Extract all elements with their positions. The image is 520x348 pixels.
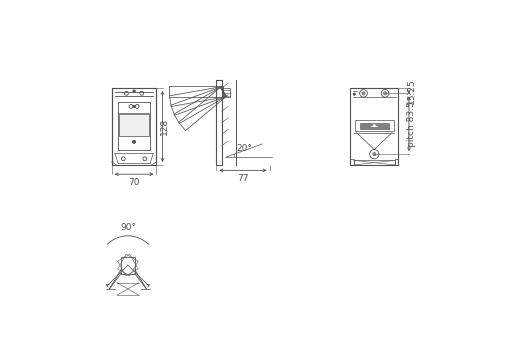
Bar — [222, 88, 229, 97]
Bar — [121, 256, 135, 274]
Text: pitch 83.5: pitch 83.5 — [407, 101, 416, 147]
Circle shape — [384, 92, 387, 95]
Circle shape — [373, 125, 375, 127]
Circle shape — [133, 105, 135, 108]
Text: 128: 128 — [160, 118, 170, 135]
Circle shape — [133, 90, 135, 92]
Text: 20°: 20° — [237, 144, 252, 153]
Circle shape — [133, 140, 136, 143]
Bar — [350, 159, 354, 165]
Text: 15.25: 15.25 — [407, 78, 416, 104]
Bar — [118, 102, 150, 150]
Bar — [120, 114, 149, 136]
Bar — [360, 122, 389, 129]
Bar — [350, 88, 398, 165]
Bar — [355, 120, 394, 131]
Circle shape — [373, 153, 376, 156]
Bar — [395, 159, 398, 165]
Circle shape — [353, 93, 356, 95]
Bar — [354, 160, 395, 165]
Text: 77: 77 — [237, 174, 249, 183]
Bar — [216, 80, 222, 165]
Text: 70: 70 — [128, 178, 140, 187]
Circle shape — [362, 92, 365, 95]
Bar — [112, 88, 157, 165]
Text: 90°: 90° — [120, 223, 136, 232]
